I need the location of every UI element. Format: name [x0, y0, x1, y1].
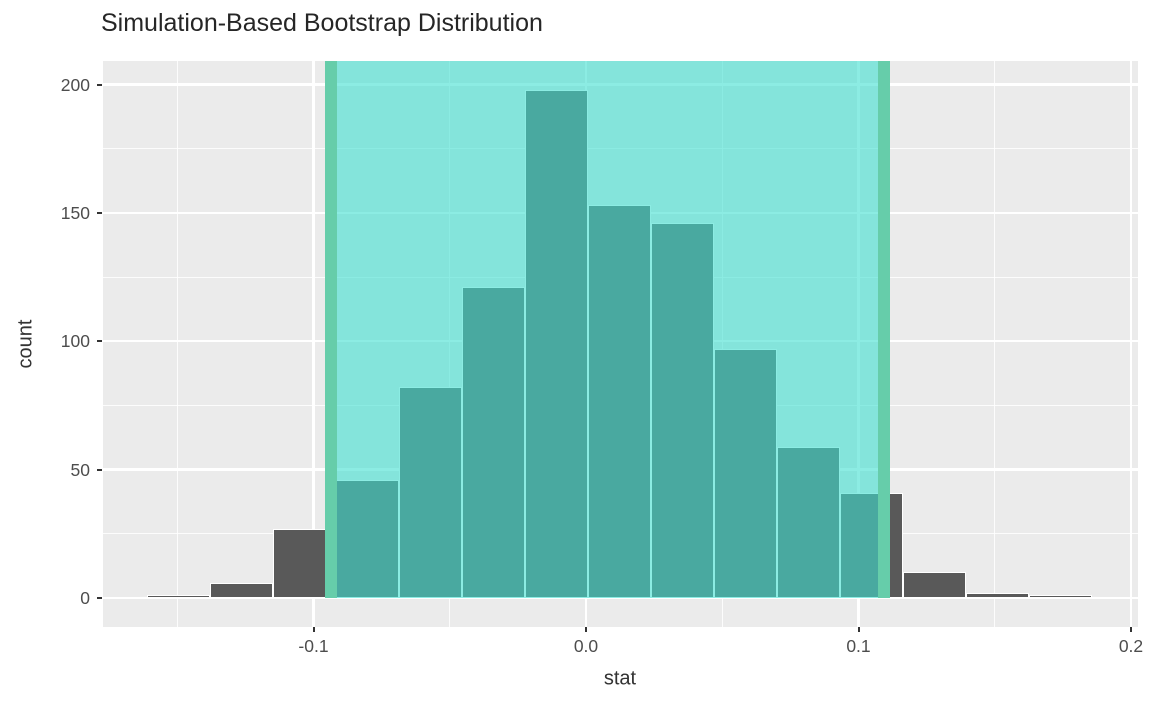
y-axis-tick	[97, 468, 102, 471]
y-axis-tick-label: 200	[60, 74, 90, 95]
x-axis-tick	[1130, 627, 1132, 632]
y-axis-tick	[97, 340, 102, 343]
x-axis-tick-label: 0.2	[1118, 636, 1144, 656]
y-axis-tick-label: 0	[80, 588, 90, 608]
y-axis-tick-label: 150	[60, 202, 90, 223]
gridline-major-vertical	[1129, 61, 1133, 627]
x-axis-tick-label: 0.1	[846, 636, 871, 656]
histogram-bar	[1029, 595, 1092, 598]
gridline-minor-vertical	[994, 61, 996, 627]
plot-title: Simulation-Based Bootstrap Distribution	[101, 9, 543, 37]
ci-lower-boundary-line	[325, 61, 338, 598]
ci-shaded-region	[331, 61, 885, 598]
x-axis-tick	[857, 627, 860, 632]
plot-panel	[103, 61, 1138, 627]
ci-upper-boundary-line	[878, 61, 891, 598]
x-axis-tick	[312, 627, 315, 632]
y-axis-tick	[97, 597, 102, 599]
y-axis-tick-label: 50	[70, 459, 90, 480]
x-axis-tick	[585, 627, 587, 632]
gridline-major-vertical	[312, 61, 315, 627]
x-axis-tick-label: 0.0	[573, 636, 599, 656]
histogram-bar	[966, 592, 1029, 598]
x-axis-tick-label: -0.1	[298, 636, 329, 656]
y-axis-tick	[97, 83, 102, 86]
y-axis-tick	[97, 211, 102, 214]
histogram-bar	[210, 582, 273, 598]
x-axis-title: stat	[603, 667, 637, 690]
y-axis-tick-label: 100	[60, 331, 90, 352]
histogram-bar	[902, 572, 966, 598]
histogram-bar	[147, 595, 210, 598]
gridline-minor-vertical	[176, 61, 178, 627]
